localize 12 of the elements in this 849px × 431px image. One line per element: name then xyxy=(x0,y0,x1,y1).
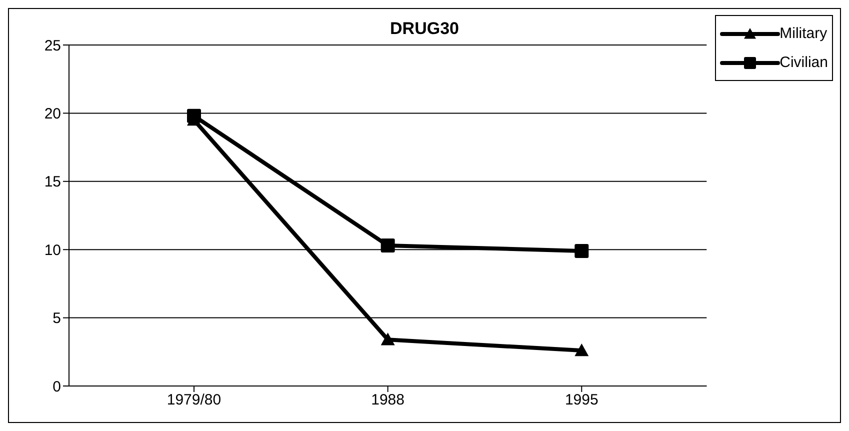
y-tick-label: 5 xyxy=(52,310,61,328)
y-tick-label: 25 xyxy=(44,37,61,54)
y-tick-label: 20 xyxy=(44,106,61,123)
legend-label: Civilian xyxy=(780,54,828,71)
x-tick-label: 1979/80 xyxy=(166,392,222,409)
y-tick-label: 0 xyxy=(52,378,61,396)
y-tick-label: 10 xyxy=(44,242,61,259)
x-tick-label: 1995 xyxy=(564,392,598,409)
y-tick-label: 15 xyxy=(44,174,61,191)
legend-label: Military xyxy=(780,25,828,42)
chart-title: DRUG30 xyxy=(390,19,459,38)
x-tick-label: 1988 xyxy=(371,392,405,409)
